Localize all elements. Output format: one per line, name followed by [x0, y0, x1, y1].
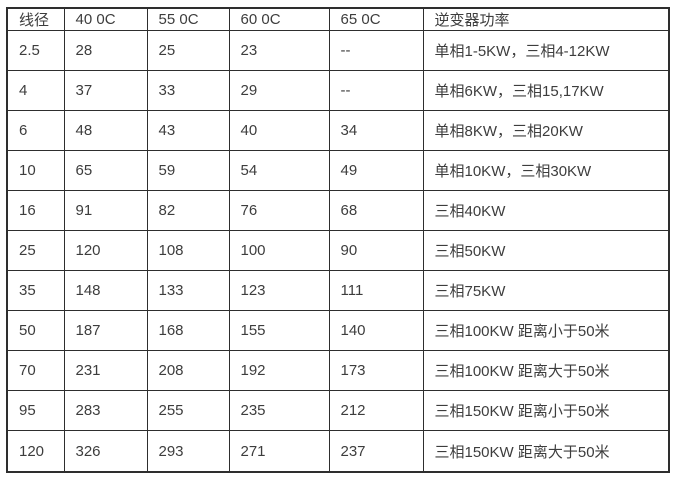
- table-cell: 48: [63, 110, 148, 152]
- table-head: 线径 40 0C 55 0C 60 0C 65 0C 逆变器功率: [6, 7, 670, 31]
- table-row: 120 326 293 271 237 三相150KW 距离大于50米: [6, 430, 670, 473]
- table-cell: 43: [146, 110, 230, 152]
- table-cell: 76: [228, 190, 330, 232]
- table-cell: 192: [228, 350, 330, 392]
- header-cell-0: 线径: [6, 7, 65, 31]
- table-cell: 10: [6, 150, 65, 192]
- table-cell: 212: [328, 390, 424, 432]
- table-cell: 25: [146, 29, 230, 72]
- table-cell: 三相50KW: [422, 230, 670, 272]
- table-cell: 50: [6, 310, 65, 352]
- table-cell: 单相8KW，三相20KW: [422, 110, 670, 152]
- table-cell: 123: [228, 270, 330, 312]
- table-cell: 133: [146, 270, 230, 312]
- header-row: 线径 40 0C 55 0C 60 0C 65 0C 逆变器功率: [6, 7, 670, 31]
- table-cell: 293: [146, 430, 230, 473]
- table-row: 35 148 133 123 111 三相75KW: [6, 270, 670, 312]
- table-cell: 148: [63, 270, 148, 312]
- table-cell: 120: [6, 430, 65, 473]
- table-cell: 三相40KW: [422, 190, 670, 232]
- table-row: 2.5 28 25 23 -- 单相1-5KW，三相4-12KW: [6, 29, 670, 72]
- table-cell: 单相10KW，三相30KW: [422, 150, 670, 192]
- table-cell: 单相6KW，三相15,17KW: [422, 70, 670, 112]
- table-cell: --: [328, 29, 424, 72]
- table-cell: 三相150KW 距离大于50米: [422, 430, 670, 473]
- table-row: 16 91 82 76 68 三相40KW: [6, 190, 670, 232]
- wire-gauge-power-table: 线径 40 0C 55 0C 60 0C 65 0C 逆变器功率 2.5 28 25 23 -- 单…: [6, 7, 670, 473]
- table-row: 6 48 43 40 34 单相8KW，三相20KW: [6, 110, 670, 152]
- table-cell: 6: [6, 110, 65, 152]
- table-cell: 173: [328, 350, 424, 392]
- table-cell: 208: [146, 350, 230, 392]
- table-cell: 35: [6, 270, 65, 312]
- table-cell: 三相150KW 距离小于50米: [422, 390, 670, 432]
- table-cell: 108: [146, 230, 230, 272]
- table-cell: 三相100KW 距离大于50米: [422, 350, 670, 392]
- header-cell-1: 40 0C: [63, 7, 148, 31]
- table-cell: 59: [146, 150, 230, 192]
- table-cell: 2.5: [6, 29, 65, 72]
- table-cell: 23: [228, 29, 330, 72]
- table-row: 95 283 255 235 212 三相150KW 距离小于50米: [6, 390, 670, 432]
- table-cell: --: [328, 70, 424, 112]
- table-cell: 40: [228, 110, 330, 152]
- table-cell: 16: [6, 190, 65, 232]
- table-cell: 54: [228, 150, 330, 192]
- table-row: 10 65 59 54 49 单相10KW，三相30KW: [6, 150, 670, 192]
- header-cell-4: 65 0C: [328, 7, 424, 31]
- table-cell: 100: [228, 230, 330, 272]
- table-cell: 187: [63, 310, 148, 352]
- table-cell: 82: [146, 190, 230, 232]
- table-cell: 255: [146, 390, 230, 432]
- table-cell: 34: [328, 110, 424, 152]
- table-cell: 271: [228, 430, 330, 473]
- table-cell: 37: [63, 70, 148, 112]
- table-cell: 29: [228, 70, 330, 112]
- table-cell: 65: [63, 150, 148, 192]
- table-row: 4 37 33 29 -- 单相6KW，三相15,17KW: [6, 70, 670, 112]
- table-cell: 140: [328, 310, 424, 352]
- table-cell: 120: [63, 230, 148, 272]
- table-cell: 168: [146, 310, 230, 352]
- table-cell: 90: [328, 230, 424, 272]
- table-cell: 283: [63, 390, 148, 432]
- table-cell: 95: [6, 390, 65, 432]
- table-row: 50 187 168 155 140 三相100KW 距离小于50米: [6, 310, 670, 352]
- table-row: 70 231 208 192 173 三相100KW 距离大于50米: [6, 350, 670, 392]
- table-cell: 91: [63, 190, 148, 232]
- table-cell: 三相100KW 距离小于50米: [422, 310, 670, 352]
- table-cell: 111: [328, 270, 424, 312]
- header-cell-2: 55 0C: [146, 7, 230, 31]
- table-cell: 单相1-5KW，三相4-12KW: [422, 29, 670, 72]
- table-cell: 237: [328, 430, 424, 473]
- table-cell: 49: [328, 150, 424, 192]
- table-cell: 4: [6, 70, 65, 112]
- table-cell: 68: [328, 190, 424, 232]
- table-row: 25 120 108 100 90 三相50KW: [6, 230, 670, 272]
- table-cell: 70: [6, 350, 65, 392]
- table-cell: 235: [228, 390, 330, 432]
- table-cell: 三相75KW: [422, 270, 670, 312]
- table-cell: 231: [63, 350, 148, 392]
- header-cell-5: 逆变器功率: [422, 7, 670, 31]
- table-cell: 326: [63, 430, 148, 473]
- table-body: 2.5 28 25 23 -- 单相1-5KW，三相4-12KW 4 37 33 29 -- 单相6K…: [6, 29, 670, 473]
- table-cell: 33: [146, 70, 230, 112]
- header-cell-3: 60 0C: [228, 7, 330, 31]
- table-cell: 25: [6, 230, 65, 272]
- table-cell: 155: [228, 310, 330, 352]
- table-cell: 28: [63, 29, 148, 72]
